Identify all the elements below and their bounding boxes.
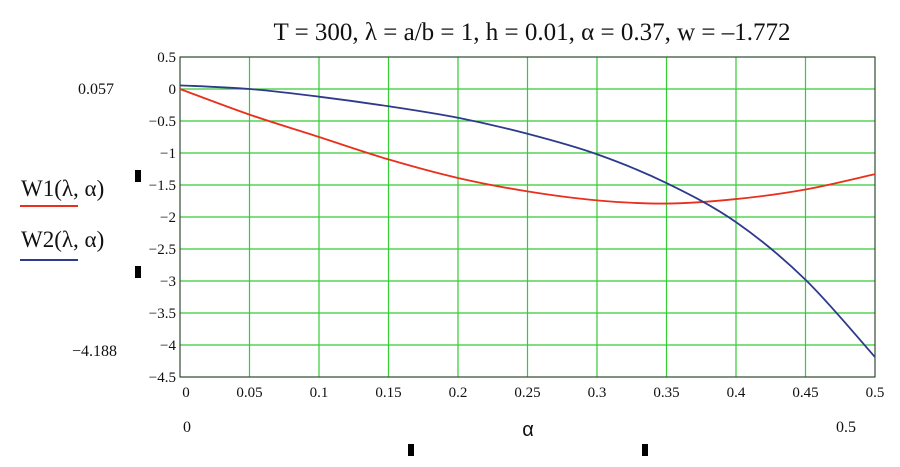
y-tick-label: −3: [160, 274, 176, 290]
x-axis-label: α: [522, 419, 534, 441]
y-tick-label: 0: [169, 82, 177, 98]
handle-marker[interactable]: [408, 444, 414, 456]
x-tick-label: 0.3: [588, 385, 607, 401]
x-tick-label: 0.35: [653, 385, 679, 401]
series-line-w2: [179, 84, 876, 358]
x-min-label: 0: [183, 419, 191, 436]
x-tick-label: 0.25: [514, 385, 540, 401]
y-tick-label: −1: [160, 146, 176, 162]
series-line-w1: [179, 88, 876, 205]
y-tick-label: −0.5: [149, 114, 176, 130]
x-tick-label: 0.15: [375, 385, 401, 401]
x-tick-label: 0: [182, 385, 190, 401]
x-tick-labels: 0 0.05 0.1 0.15 0.2 0.25 0.3 0.35 0.4 0.45 0.5: [182, 385, 884, 401]
y-tick-label: −4: [160, 338, 176, 354]
x-tick-label: 0.5: [866, 385, 885, 401]
y-tick-label: 0.5: [157, 50, 176, 66]
x-tick-label: 0.2: [449, 385, 468, 401]
y-tick-label: −3.5: [149, 306, 176, 322]
y-tick-label: −4.5: [149, 370, 176, 386]
y-tick-label: −2.5: [149, 242, 176, 258]
y-min-label: −4.188: [72, 343, 117, 360]
y-max-label: 0.057: [78, 81, 114, 98]
legend-label-w1: W1(λ, α): [21, 176, 104, 201]
chart-title: T = 300, λ = a/b = 1, h = 0.01, α = 0.37…: [274, 19, 791, 46]
x-tick-label: 0.45: [792, 385, 818, 401]
x-tick-label: 0.4: [727, 385, 746, 401]
y-tick-labels: 0.5 0 −0.5 −1 −1.5 −2 −2.5 −3 −3.5 −4 −4.5: [149, 50, 177, 386]
y-tick-label: −2: [160, 210, 176, 226]
x-tick-label: 0.1: [310, 385, 329, 401]
handle-marker[interactable]: [135, 170, 141, 182]
handle-marker[interactable]: [642, 444, 648, 456]
x-max-label: 0.5: [836, 419, 856, 436]
legend-label-w2: W2(λ, α): [21, 227, 104, 252]
y-tick-label: −1.5: [149, 178, 176, 194]
grid: [179, 56, 876, 378]
plot-frame: [179, 56, 876, 378]
series-layer: [179, 84, 876, 358]
x-tick-label: 0.05: [236, 385, 262, 401]
handle-marker[interactable]: [135, 266, 141, 278]
